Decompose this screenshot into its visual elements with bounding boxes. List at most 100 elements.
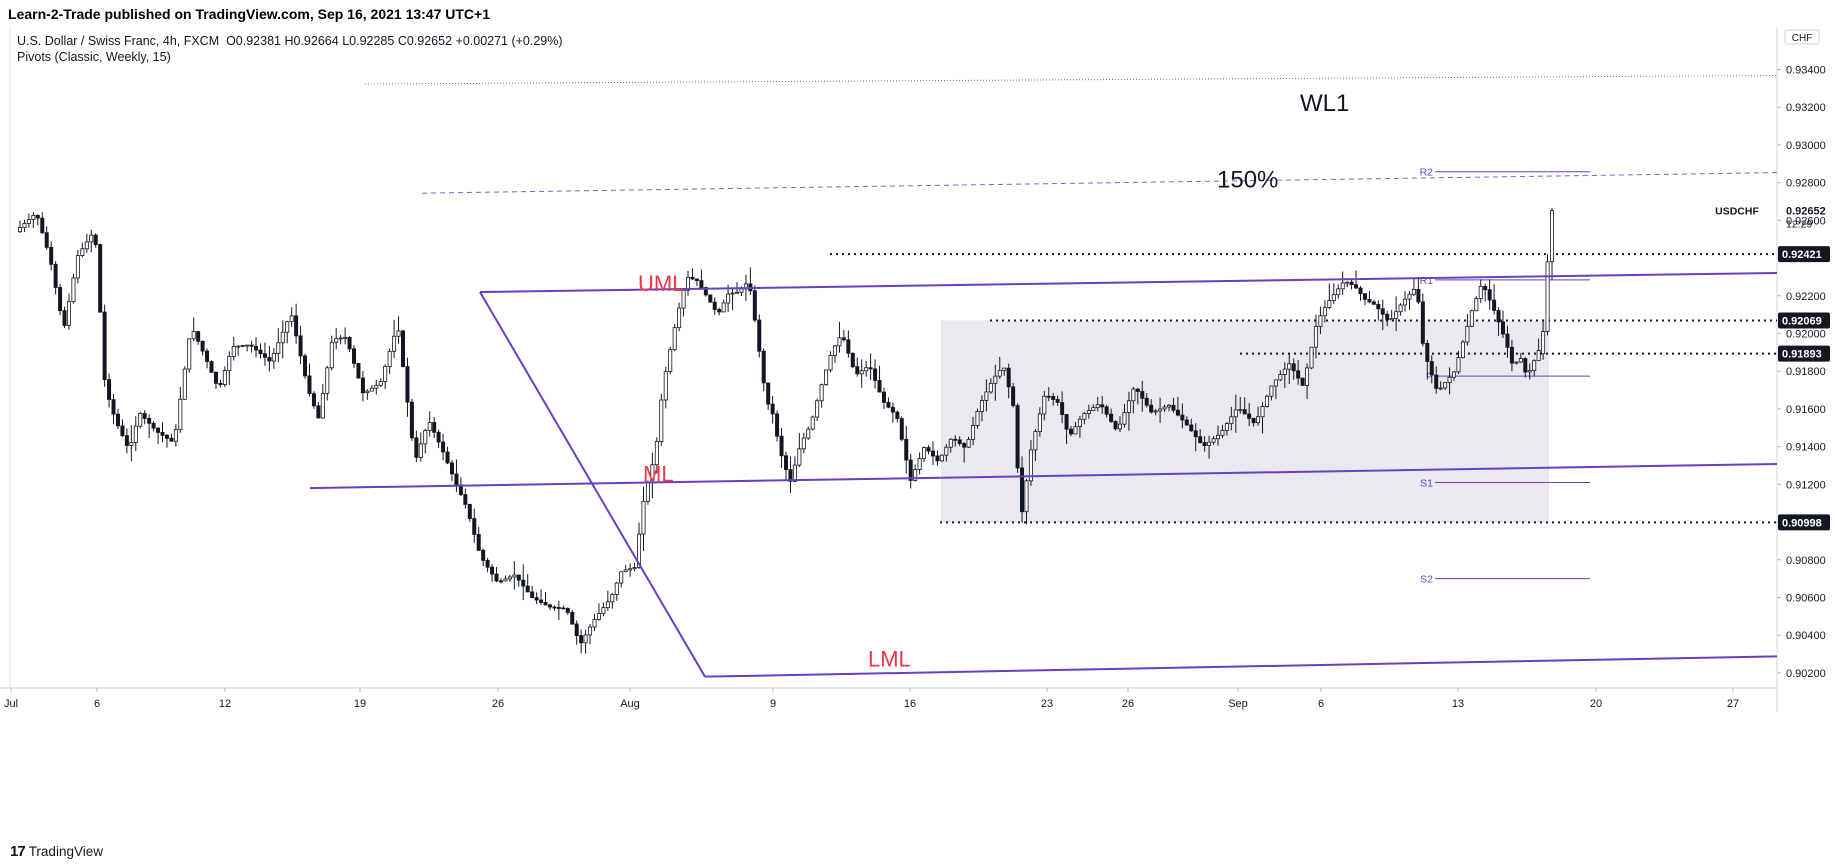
chart-pane[interactable]: CHF 0.93400 0.93200 0.93000 0.92800 0.92600 0.… bbox=[0, 28, 1834, 840]
x-tick-label: 26 bbox=[492, 698, 504, 710]
wl1-label: WL1 bbox=[1300, 90, 1349, 117]
candle-body bbox=[1193, 430, 1198, 438]
candle-body bbox=[1211, 438, 1216, 443]
candle-body bbox=[1496, 310, 1501, 323]
candle-body bbox=[1443, 382, 1448, 389]
candle-body bbox=[971, 425, 976, 440]
uml-channel-line bbox=[479, 271, 1778, 293]
legend-open: O0.92381 bbox=[226, 34, 281, 48]
candle-body bbox=[1158, 408, 1163, 412]
lml-channel-line bbox=[704, 655, 1778, 678]
candle-body bbox=[1340, 282, 1345, 290]
candle-body bbox=[539, 599, 544, 603]
candle-body bbox=[1523, 358, 1528, 373]
legend-symbol: U.S. Dollar / Swiss Franc, 4h, FXCM bbox=[17, 34, 220, 48]
footer-brand[interactable]: 17 TradingView bbox=[10, 843, 103, 860]
candle-body bbox=[249, 344, 254, 347]
candle-body bbox=[1247, 413, 1252, 419]
candle-body bbox=[779, 435, 784, 457]
candle-body bbox=[721, 302, 726, 313]
candle-body bbox=[280, 331, 285, 344]
candle-body bbox=[1069, 428, 1074, 435]
candle-body bbox=[507, 576, 512, 580]
candle-body bbox=[213, 371, 218, 384]
candle-body bbox=[1091, 407, 1096, 411]
tradingview-logo-icon: 17 bbox=[10, 843, 26, 860]
candle-body bbox=[988, 382, 993, 393]
candle-body bbox=[1509, 346, 1514, 364]
candle-body bbox=[436, 431, 441, 443]
candle-body bbox=[561, 607, 566, 610]
candle-body bbox=[1300, 377, 1305, 386]
candle-body bbox=[1313, 326, 1318, 348]
pivot-label: S2 bbox=[1420, 574, 1433, 586]
candle-body bbox=[592, 618, 597, 628]
level-price-tag bbox=[1778, 246, 1830, 263]
y-tick-label: 0.92600 bbox=[1786, 215, 1826, 227]
x-tick-label: 6 bbox=[1318, 698, 1324, 710]
candle-body bbox=[1122, 412, 1127, 425]
candle-body bbox=[895, 411, 900, 420]
candle-body bbox=[1447, 376, 1452, 384]
candle-body bbox=[1073, 426, 1078, 435]
candle-body bbox=[311, 393, 316, 407]
candle-body bbox=[107, 379, 112, 400]
candle-body bbox=[1131, 388, 1136, 402]
candle-body bbox=[1175, 409, 1180, 416]
candle-body bbox=[1438, 387, 1443, 390]
candle-body bbox=[494, 573, 499, 582]
candle-body bbox=[1207, 441, 1212, 446]
legend-close: C0.92652 bbox=[397, 34, 453, 48]
candle-body bbox=[757, 319, 762, 352]
candle-body bbox=[307, 375, 312, 395]
candle-body bbox=[218, 382, 223, 385]
candle-body bbox=[1541, 331, 1546, 355]
ml-label: ML bbox=[643, 461, 674, 486]
candle-body bbox=[735, 291, 740, 294]
candle-body bbox=[1349, 281, 1354, 286]
candle-body bbox=[868, 367, 873, 370]
legend-symbol-line: U.S. Dollar / Swiss Franc, 4h, FXCM O0.9… bbox=[17, 34, 563, 48]
candle-body bbox=[1460, 341, 1465, 358]
level-price-tag bbox=[1778, 312, 1830, 329]
candle-body bbox=[383, 366, 388, 383]
candle-body bbox=[1006, 367, 1011, 388]
candle-body bbox=[1260, 406, 1265, 418]
pivot-label: P bbox=[1426, 371, 1433, 383]
candle-body bbox=[556, 607, 561, 609]
candle-body bbox=[588, 626, 593, 636]
candle-body bbox=[93, 234, 98, 246]
candle-body bbox=[547, 604, 552, 608]
candle-body bbox=[360, 377, 365, 394]
candle-body bbox=[579, 635, 584, 644]
candle-body bbox=[1242, 409, 1247, 415]
candle-body bbox=[1389, 318, 1394, 321]
candle-body bbox=[565, 608, 570, 613]
candle-body bbox=[1135, 388, 1140, 392]
candle-body bbox=[200, 340, 205, 352]
candle-body bbox=[641, 500, 646, 535]
legend-change: +0.00271 (+0.29%) bbox=[455, 34, 563, 48]
candle-body bbox=[1532, 360, 1537, 372]
candle-body bbox=[1327, 300, 1332, 308]
candle-body bbox=[378, 381, 383, 386]
ml-channel-line bbox=[309, 462, 1778, 490]
candle-body bbox=[930, 450, 935, 457]
y-tick-label: 0.92200 bbox=[1786, 291, 1826, 303]
level-price-label: 0.90998 bbox=[1782, 517, 1822, 529]
candle-body bbox=[325, 367, 330, 394]
currency-label: CHF bbox=[1792, 33, 1813, 44]
candle-body bbox=[35, 214, 40, 219]
legend-indicator[interactable]: Pivots (Classic, Weekly, 15) bbox=[17, 50, 171, 64]
candle-body bbox=[418, 443, 423, 458]
candle-body bbox=[1407, 293, 1412, 300]
candle-body bbox=[1545, 261, 1550, 332]
candle-body bbox=[169, 437, 174, 442]
x-tick-label: Jul bbox=[4, 698, 18, 710]
candle-body bbox=[120, 425, 125, 437]
price-chart[interactable]: CHF0.934000.932000.930000.928000.926000.… bbox=[0, 28, 1834, 840]
candle-body bbox=[686, 276, 691, 291]
candle-body bbox=[1162, 406, 1167, 410]
candle-body bbox=[1398, 304, 1403, 313]
x-tick-label: Aug bbox=[620, 698, 640, 710]
